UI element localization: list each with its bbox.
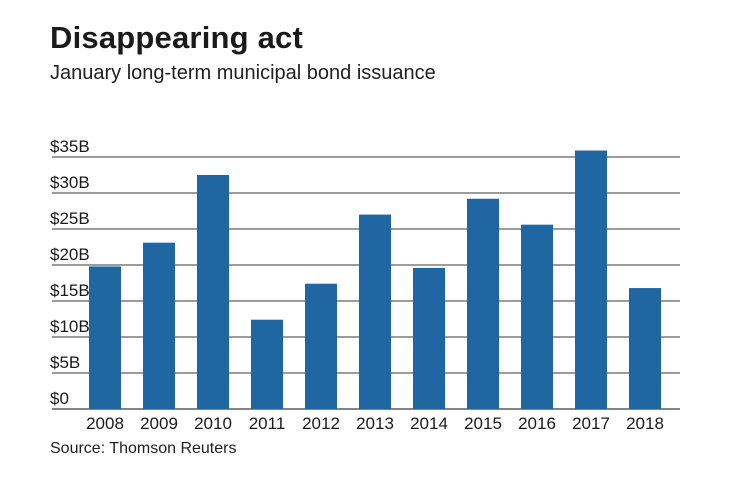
x-axis: 2008 2009 2010 2011 2012 2013 2014 2015 2016 2017… — [86, 414, 664, 433]
x-tick-label: 2016 — [518, 414, 556, 433]
x-tick-label: 2017 — [572, 414, 610, 433]
bar-2016 — [521, 224, 553, 409]
x-tick-label: 2012 — [302, 414, 340, 433]
bar-2015 — [467, 198, 499, 409]
x-tick-label: 2014 — [410, 414, 448, 433]
x-tick-label: 2010 — [194, 414, 232, 433]
bar-2014 — [413, 267, 445, 409]
x-tick-label: 2009 — [140, 414, 178, 433]
y-tick-label: $10B — [50, 317, 90, 336]
chart-subtitle: January long-term municipal bond issuanc… — [50, 62, 436, 84]
x-tick-label: 2011 — [249, 414, 286, 433]
x-tick-label: 2015 — [464, 414, 502, 433]
source-note: Source: Thomson Reuters — [50, 440, 237, 457]
x-tick-label: 2013 — [356, 414, 394, 433]
bar-2013 — [359, 214, 391, 409]
bar-2017 — [575, 150, 607, 409]
bar-2011 — [251, 319, 283, 409]
y-tick-label: $15B — [50, 281, 90, 300]
y-tick-label: $0 — [50, 389, 69, 408]
y-tick-label: $20B — [50, 245, 90, 264]
x-tick-label: 2008 — [86, 414, 124, 433]
bar-2018 — [629, 288, 661, 409]
bar-2008 — [89, 266, 121, 409]
y-tick-label: $25B — [50, 209, 90, 228]
bar-2009 — [143, 242, 175, 409]
y-axis: $0 $5B $10B $15B $20B $25B $30B $35B — [50, 137, 90, 408]
chart-title: Disappearing act — [50, 20, 304, 55]
bars — [89, 150, 661, 409]
y-tick-label: $35B — [50, 137, 90, 156]
bar-2010 — [197, 175, 229, 409]
y-tick-label: $30B — [50, 173, 90, 192]
y-tick-label: $5B — [50, 353, 80, 372]
x-tick-label: 2018 — [626, 414, 664, 433]
bar-2012 — [305, 283, 337, 409]
